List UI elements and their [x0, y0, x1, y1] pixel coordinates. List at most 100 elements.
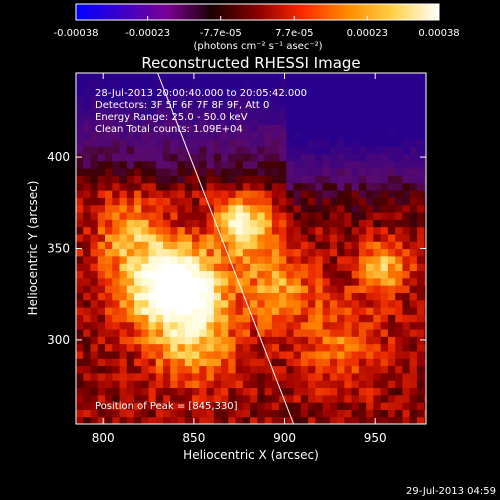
heatmap-cell: [206, 387, 215, 396]
heatmap-cell: [373, 241, 382, 250]
heatmap-cell: [366, 409, 375, 418]
heatmap-cell: [228, 394, 237, 403]
heatmap-cell: [141, 153, 150, 162]
heatmap-cell: [380, 321, 389, 330]
heatmap-cell: [221, 402, 229, 410]
heatmap-cell: [141, 146, 150, 155]
heatmap-cell: [286, 73, 295, 81]
heatmap-cell: [395, 226, 404, 235]
heatmap-cell: [134, 248, 142, 257]
heatmap-cell: [308, 409, 316, 418]
heatmap-cell: [119, 219, 128, 228]
heatmap-cell: [286, 343, 295, 352]
heatmap-cell: [366, 219, 375, 228]
heatmap-cell: [134, 109, 142, 118]
solar-limb-line: [157, 72, 295, 425]
heatmap-cell: [416, 350, 425, 359]
heatmap-cell: [97, 285, 106, 293]
heatmap-cell: [351, 277, 360, 286]
heatmap-cell: [76, 350, 84, 359]
heatmap-cell: [264, 138, 273, 147]
heatmap-cell: [279, 358, 287, 367]
heatmap-cell: [271, 328, 280, 337]
heatmap-cell: [97, 380, 106, 389]
heatmap-cell: [184, 409, 193, 418]
heatmap-cell: [141, 109, 150, 118]
heatmap-cell: [387, 328, 396, 337]
heatmap-cell: [387, 73, 396, 81]
heatmap-cell: [90, 307, 99, 315]
heatmap-cell: [228, 409, 237, 418]
heatmap-cell: [315, 190, 324, 198]
heatmap-cell: [366, 292, 375, 301]
heatmap-cell: [163, 402, 171, 410]
heatmap-cell: [293, 416, 302, 424]
heatmap-cell: [373, 248, 382, 257]
heatmap-cell: [329, 263, 338, 272]
heatmap-cell: [119, 146, 128, 155]
heatmap-cell: [250, 248, 258, 257]
heatmap-cell: [387, 350, 396, 359]
heatmap-cell: [126, 146, 135, 155]
heatmap-cell: [257, 73, 266, 81]
heatmap-cell: [170, 350, 179, 359]
heatmap-cell: [250, 314, 258, 323]
annotation-clean-counts: Clean Total counts: 1.09E+04: [95, 124, 243, 135]
heatmap-cell: [286, 80, 295, 89]
heatmap-cell: [358, 138, 367, 147]
heatmap-cell: [293, 211, 302, 220]
heatmap-cell: [300, 380, 309, 389]
heatmap-cell: [416, 131, 425, 140]
heatmap-cell: [308, 109, 316, 118]
heatmap-cell: [402, 226, 411, 235]
heatmap-cell: [344, 248, 353, 257]
heatmap-cell: [308, 350, 316, 359]
heatmap-cell: [170, 73, 179, 81]
heatmap-cell: [250, 380, 258, 389]
heatmap-cell: [279, 138, 287, 147]
heatmap-cell: [329, 314, 338, 323]
heatmap-cell: [264, 292, 273, 301]
heatmap-cell: [76, 299, 84, 308]
heatmap-cell: [141, 343, 150, 352]
heatmap-cell: [286, 255, 295, 264]
heatmap-cell: [112, 328, 121, 337]
heatmap-cell: [416, 365, 425, 374]
heatmap-cell: [192, 336, 200, 345]
heatmap-cell: [358, 343, 367, 352]
heatmap-cell: [293, 219, 302, 228]
heatmap-cell: [163, 138, 171, 147]
heatmap-cell: [380, 299, 389, 308]
heatmap-cell: [308, 372, 316, 381]
heatmap-cell: [279, 292, 287, 301]
heatmap-cell: [416, 197, 425, 206]
heatmap-cell: [344, 94, 353, 103]
heatmap-cell: [300, 416, 309, 424]
heatmap-cell: [112, 292, 121, 301]
heatmap-cell: [351, 387, 360, 396]
heatmap-cell: [337, 197, 345, 206]
heatmap-cell: [300, 241, 309, 250]
heatmap-cell: [177, 343, 186, 352]
heatmap-cell: [271, 365, 280, 374]
heatmap-cell: [293, 292, 302, 301]
heatmap-cell: [322, 387, 331, 396]
heatmap-cell: [177, 321, 186, 330]
heatmap-cell: [192, 102, 200, 111]
heatmap-cell: [264, 263, 273, 272]
heatmap-cell: [83, 263, 92, 272]
heatmap-cell: [409, 102, 418, 111]
heatmap-cell: [192, 146, 200, 155]
heatmap-cell: [83, 343, 92, 352]
heatmap-cell: [155, 94, 164, 103]
heatmap-cell: [141, 160, 150, 169]
heatmap-cell: [148, 365, 157, 374]
heatmap-cell: [315, 321, 324, 330]
heatmap-cell: [257, 138, 266, 147]
heatmap-cell: [395, 277, 404, 286]
heatmap-cell: [293, 387, 302, 396]
heatmap-cell: [402, 175, 411, 184]
y-axis-label: Heliocentric Y (arcsec): [26, 181, 40, 316]
heatmap-cell: [308, 336, 316, 345]
heatmap-cell: [148, 409, 157, 418]
